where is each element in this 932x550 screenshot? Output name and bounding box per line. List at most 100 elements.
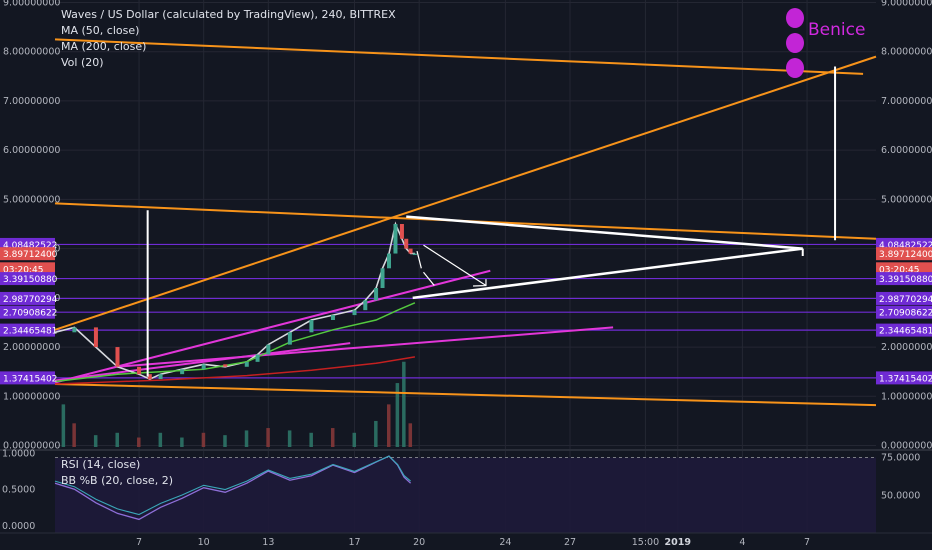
price-label: 2.34465481 xyxy=(3,327,57,337)
price-candle xyxy=(330,315,335,320)
x-tick-label: 20 xyxy=(413,537,425,548)
price-candle xyxy=(363,300,368,311)
price-candle xyxy=(201,364,206,370)
rsi-band xyxy=(55,457,876,533)
volume-bar xyxy=(287,430,292,447)
price-axis-left-label: 9.00000000 xyxy=(3,0,60,8)
bb-line xyxy=(54,455,411,516)
brand-name: Benice xyxy=(808,20,866,40)
price-candle xyxy=(309,320,314,333)
price-candle xyxy=(393,224,398,254)
price-label: 2.70908622 xyxy=(879,309,932,319)
volume-bar xyxy=(387,404,391,447)
price-axis-right-label: 7.00000000 xyxy=(881,96,932,107)
orange-trend-line xyxy=(54,38,864,75)
rsi-legend: RSI (14, close) BB %B (20, close, 2) xyxy=(61,457,173,489)
price-label-box xyxy=(876,305,932,319)
brand-logo-dot xyxy=(786,8,804,28)
trend-lines xyxy=(54,38,877,407)
chart-title: Waves / US Dollar (calculated by Trading… xyxy=(61,8,396,21)
volume-bar xyxy=(330,428,335,447)
price-candle xyxy=(223,364,228,367)
price-candle xyxy=(137,366,142,375)
price-candle xyxy=(93,327,98,348)
arrow-line xyxy=(423,244,487,287)
volume-bar xyxy=(137,437,141,447)
volume-bars xyxy=(61,361,413,447)
volume-bar xyxy=(93,435,98,447)
price-candle xyxy=(374,288,379,301)
price-label-box xyxy=(0,247,55,261)
price-label: 2.34465481 xyxy=(879,327,932,337)
price-label: 4.08482522 xyxy=(3,241,57,251)
volume-bar xyxy=(180,437,184,447)
brand-logo-dot xyxy=(786,33,804,53)
x-tick-label: 27 xyxy=(564,537,576,548)
x-tick-label: 2019 xyxy=(665,537,691,548)
price-axis-right-label: 6.00000000 xyxy=(881,145,932,156)
magenta-trend-line xyxy=(54,269,491,384)
volume-bar xyxy=(395,383,400,447)
brand-logo-icon xyxy=(786,8,814,78)
price-label-box xyxy=(876,247,932,261)
x-tick-label: 15:00 xyxy=(632,537,659,548)
price-candle xyxy=(408,248,413,254)
price-axis-right-label: 0.00000000 xyxy=(881,441,932,452)
orange-trend-line xyxy=(54,55,877,331)
orange-trend-line xyxy=(54,383,877,407)
legend-ma200: MA (200, close) xyxy=(61,40,147,53)
volume-bar xyxy=(115,432,119,447)
x-tick-label: 10 xyxy=(198,537,210,548)
price-candle xyxy=(180,369,185,375)
arrow-line xyxy=(416,250,422,269)
price-axis-left-label: 1.00000000 xyxy=(3,391,60,402)
arrow-line xyxy=(423,271,435,286)
price-label: 1.37415402 xyxy=(879,374,932,384)
price-label-box xyxy=(876,371,932,385)
x-tick-label: 13 xyxy=(262,537,274,548)
price-axis-left-label: 5.00000000 xyxy=(3,194,60,205)
volume-bar xyxy=(158,432,163,447)
price-label: 3.39150880 xyxy=(3,275,58,285)
price-candle xyxy=(404,238,409,249)
volume-bar xyxy=(72,423,76,447)
price-label-box xyxy=(876,323,932,337)
price-label-box xyxy=(876,291,932,305)
volume-bar xyxy=(374,420,378,447)
price-axis-left-label: 8.00000000 xyxy=(3,47,60,58)
price-candle xyxy=(244,361,249,367)
price-label-box xyxy=(0,323,55,337)
price-label-box xyxy=(876,262,932,276)
price-label: 2.70908622 xyxy=(3,309,57,319)
price-candle xyxy=(380,268,385,288)
rsi-right-tick-label: 50.0000 xyxy=(881,490,920,501)
price-label-box xyxy=(0,262,55,276)
volume-bar xyxy=(223,435,227,447)
volume-bar xyxy=(408,423,413,447)
volume-bar xyxy=(61,404,66,447)
brand-logo-dot xyxy=(786,58,804,78)
legend-ma50: MA (50, close) xyxy=(61,24,140,37)
arrow-head xyxy=(473,279,487,287)
price-candle xyxy=(387,253,392,269)
price-candle xyxy=(266,344,271,355)
price-series xyxy=(54,221,417,385)
price-candle xyxy=(72,327,77,333)
price-label: 1.37415402 xyxy=(3,374,57,384)
volume-bar xyxy=(352,432,357,447)
price-label: 4.08482522 xyxy=(879,241,932,251)
price-axis-left-label: 6.00000000 xyxy=(3,145,60,156)
volume-bar xyxy=(309,432,313,447)
price-candle xyxy=(147,374,152,380)
volume-bar xyxy=(201,432,206,447)
price-label-box xyxy=(0,371,55,385)
price-candle xyxy=(115,347,120,367)
price-label: 03:20:45 xyxy=(3,265,43,275)
legend: Waves / US Dollar (calculated by Trading… xyxy=(61,7,396,71)
x-tick-label: 17 xyxy=(348,537,360,548)
price-candle xyxy=(412,253,417,256)
x-tick-label: 4 xyxy=(739,537,745,548)
x-tick-label: 24 xyxy=(499,537,511,548)
